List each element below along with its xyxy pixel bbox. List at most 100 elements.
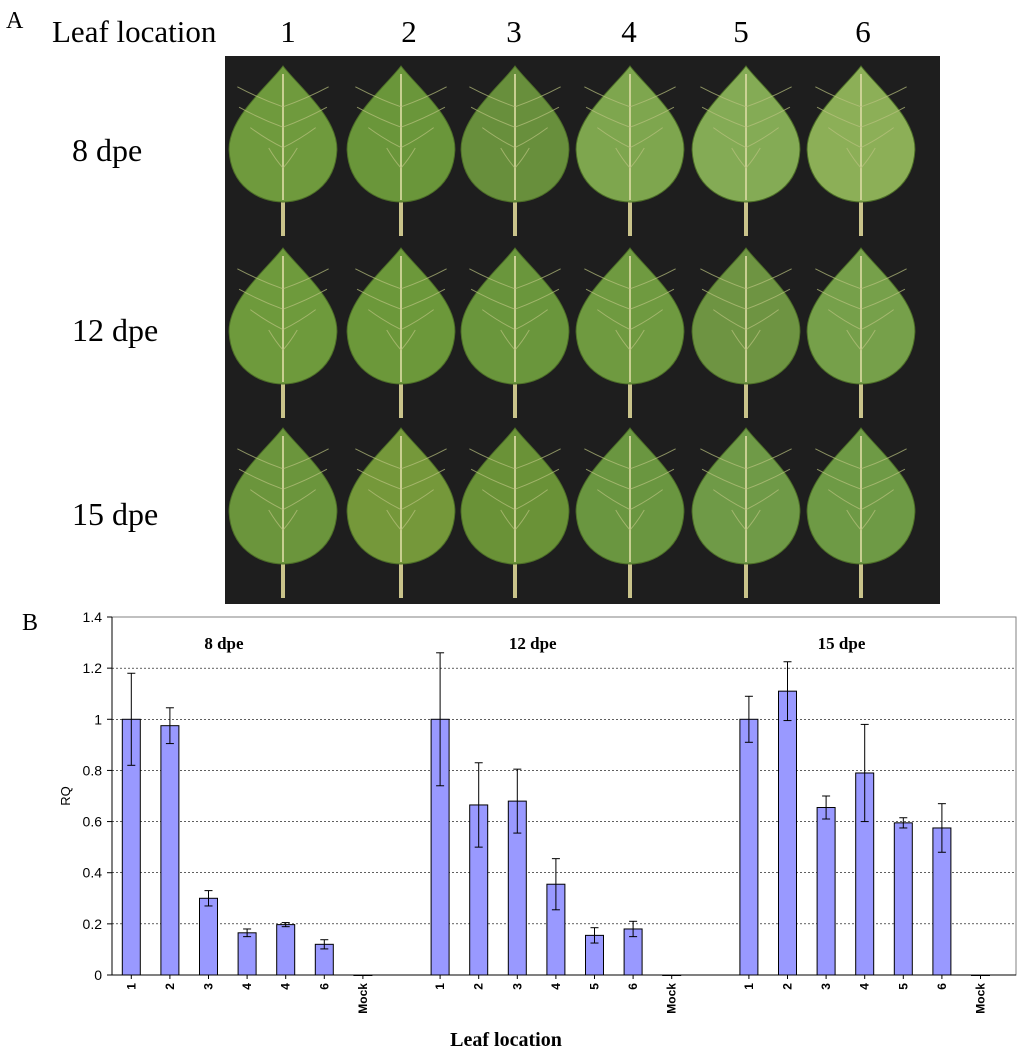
leaf-vein <box>356 288 446 310</box>
x-tick-label: 6 <box>935 983 949 990</box>
x-tick-label: 3 <box>819 983 833 990</box>
leaf-r2-c6 <box>806 247 916 418</box>
leaf-r1-c2 <box>346 65 456 236</box>
y-tick-label: 1 <box>94 711 102 727</box>
leaf-r1-c3 <box>460 65 570 236</box>
leaf-vein <box>500 147 530 169</box>
group-title: 12 dpe <box>509 634 557 653</box>
leaf-vein <box>584 86 676 108</box>
leaf-vein <box>250 489 316 511</box>
leaf-vein <box>585 106 675 128</box>
leaf-vein <box>469 268 561 290</box>
leaf-r3-c4 <box>575 427 685 598</box>
leaf-vein <box>469 86 561 108</box>
x-tick-label: 4 <box>549 983 563 990</box>
y-tick-label: 0.8 <box>83 762 103 778</box>
leaf-r3-c5 <box>691 427 801 598</box>
bar <box>739 718 759 976</box>
leaf-vein <box>238 106 328 128</box>
leaf-location-header: Leaf location <box>52 14 217 49</box>
x-tick-label: 3 <box>202 983 216 990</box>
leaf-vein <box>713 309 779 331</box>
leaf-vein <box>368 127 434 149</box>
bar <box>816 807 836 976</box>
leaf-vein <box>731 147 761 169</box>
y-tick-label: 0.4 <box>83 865 103 881</box>
leaf-r3-c2 <box>346 427 456 598</box>
x-tick-label: 6 <box>317 983 331 990</box>
leaf-vein <box>268 509 298 531</box>
leaf-vein <box>815 268 907 290</box>
column-label-5: 5 <box>733 14 749 49</box>
x-tick-label: 1 <box>124 983 138 990</box>
x-tick-label: 2 <box>472 983 486 990</box>
leaf-r3-c3 <box>460 427 570 598</box>
leaf-r2-c2 <box>346 247 456 418</box>
leaf-vein <box>828 489 894 511</box>
leaf-vein <box>250 309 316 331</box>
x-tick-label: 6 <box>626 983 640 990</box>
leaf-vein <box>846 329 876 351</box>
leaf-r2-c3 <box>460 247 570 418</box>
leaf-vein <box>268 329 298 351</box>
panel-b-letter: B <box>22 610 38 636</box>
leaf-vein <box>238 288 328 310</box>
leaf-vein <box>713 127 779 149</box>
x-tick-label: 3 <box>510 983 524 990</box>
row-label-12-dpe: 12 dpe <box>72 312 159 348</box>
leaf-photo-grid <box>225 56 940 604</box>
x-tick-label: Mock <box>356 983 370 1014</box>
leaf-vein <box>846 509 876 531</box>
y-tick-label: 0 <box>94 967 102 983</box>
leaf-vein <box>356 468 446 490</box>
x-tick-label: 4 <box>240 983 254 990</box>
bar <box>276 924 296 976</box>
leaf-vein <box>700 268 792 290</box>
leaf-vein <box>470 468 560 490</box>
leaf-vein <box>816 288 906 310</box>
leaf-vein <box>355 86 447 108</box>
leaf-r1-c4 <box>575 65 685 236</box>
bar <box>199 897 218 976</box>
x-tick-label: 4 <box>858 983 872 990</box>
leaf-vein <box>368 309 434 331</box>
leaf-vein <box>386 509 416 531</box>
leaf-vein <box>482 309 548 331</box>
leaf-vein <box>815 86 907 108</box>
leaf-vein <box>368 489 434 511</box>
leaf-vein <box>470 106 560 128</box>
column-label-3: 3 <box>506 14 522 49</box>
column-label-1: 1 <box>280 14 296 49</box>
leaf-vein <box>701 288 791 310</box>
leaf-vein <box>470 288 560 310</box>
leaf-vein <box>237 448 329 470</box>
leaf-r2-c5 <box>691 247 801 418</box>
leaf-vein <box>250 127 316 149</box>
leaf-vein <box>700 448 792 470</box>
x-tick-label: 2 <box>781 983 795 990</box>
group-title: 15 dpe <box>818 634 866 653</box>
y-tick-label: 0.2 <box>83 916 103 932</box>
leaf-r1-c1 <box>228 65 338 236</box>
bar <box>778 690 797 976</box>
group-title: 8 dpe <box>204 634 244 653</box>
leaf-vein <box>816 468 906 490</box>
leaf-vein <box>500 329 530 351</box>
leaf-vein <box>597 309 663 331</box>
y-tick-label: 1.4 <box>83 609 103 625</box>
leaf-vein <box>584 268 676 290</box>
leaf-vein <box>615 509 645 531</box>
leaf-vein <box>585 288 675 310</box>
column-label-6: 6 <box>855 14 871 49</box>
leaf-vein <box>731 329 761 351</box>
leaf-vein <box>828 309 894 331</box>
column-label-4: 4 <box>621 14 637 49</box>
x-tick-label: 4 <box>279 983 293 990</box>
leaf-vein <box>731 509 761 531</box>
leaf-vein <box>597 127 663 149</box>
bar <box>893 822 913 976</box>
leaf-vein <box>585 468 675 490</box>
y-tick-label: 1.2 <box>83 660 103 676</box>
leaf-vein <box>615 147 645 169</box>
leaf-vein <box>700 86 792 108</box>
